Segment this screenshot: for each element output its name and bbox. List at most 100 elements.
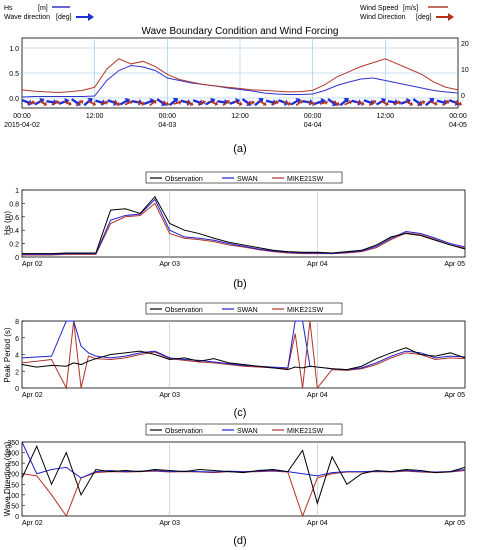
b-x-tick-label: Apr 02	[22, 261, 43, 268]
panel-b-frame	[21, 189, 466, 258]
a-right-tick-label: 20	[461, 41, 469, 48]
panel-a-title: Wave Boundary Condition and Wind Forcing	[142, 26, 339, 37]
wind-direction-arrow	[149, 100, 157, 106]
panel-b: Observation SWAN MIKE21SW Hs (m) 1 0.8 0.6 0.…	[3, 171, 466, 290]
wind-direction-arrow	[161, 100, 170, 106]
a-x-date-label: 04-03	[158, 122, 176, 129]
wind-direction-arrow	[222, 100, 230, 106]
d-y-tick-label: 250	[7, 461, 19, 468]
wind-direction-arrow	[454, 100, 463, 106]
a-x-tick-label: 00:00	[304, 113, 322, 120]
wind-direction-arrow	[258, 100, 267, 106]
a-hs-line	[21, 64, 459, 98]
wind-direction-arrow	[295, 100, 304, 106]
b-x-tick-label: Apr 05	[444, 261, 465, 268]
wind-direction-arrow	[112, 100, 121, 106]
d-x-tick-label: Apr 02	[22, 520, 43, 527]
d-series-observation	[21, 444, 466, 506]
a-x-tick-label: 12:00	[231, 113, 249, 120]
c-y-tick-label: 2	[15, 369, 19, 376]
b-y-tick-label: 0.6	[9, 215, 19, 222]
panel-b-ylabel: Hs (m)	[3, 211, 12, 235]
c-x-tick-label: Apr 04	[307, 392, 328, 399]
a-x-tick-label: 00:00	[159, 113, 177, 120]
wind-direction-arrow	[271, 100, 280, 106]
b-y-tick-label: 0.4	[9, 228, 19, 235]
legend-entry: MIKE21SW	[287, 307, 324, 314]
panel-d-ylabel: Wave Direction (deg)	[3, 441, 12, 516]
a-x-date-label: 04-04	[304, 122, 322, 129]
wind-direction-arrow	[344, 100, 353, 106]
wind-direction-arrow	[209, 100, 219, 106]
wave-direction-arrow	[95, 99, 106, 106]
wave-direction-arrow	[168, 98, 178, 107]
wind-direction-arrow	[380, 100, 389, 106]
legend-wind-speed-unit: [m/s]	[403, 5, 418, 12]
legend-entry: Observation	[165, 176, 203, 183]
wind-direction-arrow	[283, 100, 292, 106]
wave-direction-arrow	[119, 97, 130, 106]
wind-direction-arrow	[63, 100, 72, 106]
legend-wind-dir-arrow	[436, 13, 454, 21]
wind-direction-arrow	[332, 100, 340, 106]
panel-c-frame	[21, 320, 466, 389]
wind-direction-arrow	[392, 100, 402, 106]
wave-direction-arrow	[21, 99, 33, 106]
wave-direction-arrow	[83, 98, 93, 107]
wave-direction-arrow	[448, 99, 460, 106]
legend-box	[145, 423, 343, 436]
a-x-tick-label: 00:00	[13, 113, 31, 120]
panel-b-label: (b)	[233, 278, 246, 290]
wave-direction-arrow	[180, 99, 192, 106]
b-y-tick-label: 0	[15, 255, 19, 262]
panel-c-label: (c)	[234, 407, 247, 419]
wind-direction-arrow	[124, 100, 133, 106]
wind-direction-arrow	[368, 100, 377, 106]
legend-wind-speed: Wind Speed	[360, 5, 398, 12]
panel-d-frame	[21, 441, 466, 517]
wave-direction-arrow	[290, 97, 301, 106]
legend-entry: Observation	[165, 428, 203, 435]
wind-direction-arrow	[76, 100, 84, 106]
legend-entry: MIKE21SW	[287, 176, 324, 183]
wind-direction-arrow	[197, 100, 206, 106]
legend-wind-dir: Wind Direction	[360, 14, 406, 21]
c-y-tick-label: 0	[15, 386, 19, 393]
d-y-tick-label: 300	[7, 451, 19, 458]
b-y-tick-label: 0.8	[9, 201, 19, 208]
wave-direction-arrow	[278, 99, 289, 106]
c-y-tick-label: 6	[15, 336, 19, 343]
a-x-date-label: 04-05	[449, 122, 467, 129]
d-y-tick-label: 100	[7, 493, 19, 500]
wave-direction-arrow	[387, 98, 399, 106]
c-x-tick-label: Apr 02	[22, 392, 43, 399]
wind-direction-arrow	[442, 100, 450, 106]
panel-a-label: (a)	[233, 143, 246, 155]
wind-direction-arrow	[246, 100, 255, 106]
panel-a: Wave Boundary Condition and Wind Forcing…	[4, 5, 469, 155]
d-x-tick-label: Apr 05	[444, 520, 465, 527]
legend-hs: Hs	[4, 5, 13, 12]
a-x-tick-label: 00:00	[449, 113, 467, 120]
c-series-swan	[21, 320, 466, 371]
panel-c: Observation SWAN MIKE21SW Peak Period (s) …	[3, 302, 466, 419]
d-x-tick-label: Apr 03	[159, 520, 180, 527]
wave-direction-arrow	[375, 97, 386, 106]
b-x-tick-label: Apr 04	[307, 261, 328, 268]
d-y-tick-label: 0	[15, 514, 19, 521]
wind-direction-arrow	[429, 100, 438, 106]
legend-box	[145, 171, 343, 184]
wind-direction-arrow	[356, 100, 365, 106]
b-x-tick-label: Apr 03	[159, 261, 180, 268]
a-right-tick-label: 0	[461, 93, 465, 100]
wave-direction-arrow	[107, 99, 119, 106]
wind-direction-arrow	[405, 100, 414, 106]
c-series-mike21sw	[21, 320, 466, 390]
d-y-tick-label: 200	[7, 472, 19, 479]
wind-direction-arrow	[88, 100, 97, 106]
c-series-observation	[21, 347, 466, 371]
legend-entry: SWAN	[237, 307, 258, 314]
legend-entry: Observation	[165, 307, 203, 314]
a-wind-line	[21, 58, 459, 93]
a-x-tick-label: 12:00	[377, 113, 395, 120]
